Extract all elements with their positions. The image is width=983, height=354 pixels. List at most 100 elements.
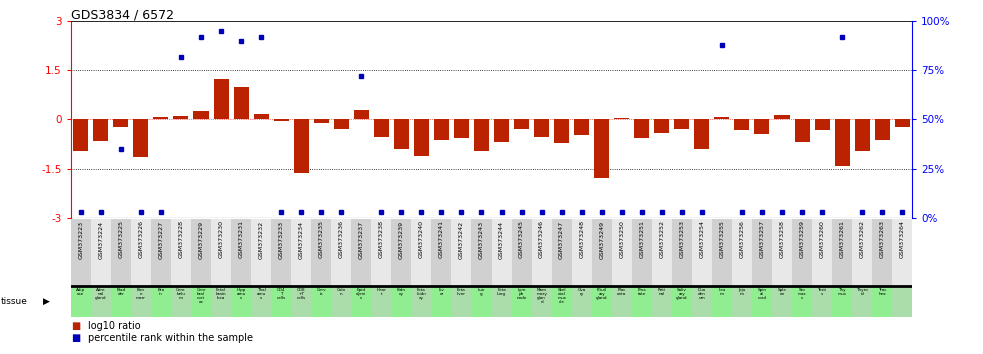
- Text: GSM373244: GSM373244: [499, 221, 504, 258]
- Bar: [251, 287, 271, 317]
- Bar: [312, 287, 331, 317]
- Text: GSM373224: GSM373224: [98, 221, 103, 258]
- Text: Testi
s: Testi s: [818, 287, 827, 296]
- Bar: [692, 287, 712, 317]
- Text: Sple
en: Sple en: [778, 287, 786, 296]
- Text: GSM373246: GSM373246: [539, 221, 544, 258]
- Text: GSM373250: GSM373250: [619, 221, 624, 258]
- Text: Thy
mus: Thy mus: [838, 287, 846, 296]
- Text: Spin
al
cord: Spin al cord: [758, 287, 767, 299]
- Bar: [171, 219, 191, 286]
- Bar: [151, 219, 171, 286]
- Text: GSM373238: GSM373238: [378, 221, 383, 258]
- Text: Cerv
ix: Cerv ix: [317, 287, 326, 296]
- Text: Saliv
ary
gland: Saliv ary gland: [676, 287, 687, 299]
- Bar: [312, 219, 331, 286]
- Bar: [852, 287, 872, 317]
- Text: Plac
enta: Plac enta: [617, 287, 626, 296]
- Text: ▶: ▶: [43, 297, 50, 306]
- Text: Cere
belu
m: Cere belu m: [176, 287, 186, 299]
- Text: Adre
nal
gland: Adre nal gland: [95, 287, 106, 299]
- Text: GSM373243: GSM373243: [479, 221, 484, 258]
- Bar: [231, 219, 251, 286]
- Bar: [451, 219, 472, 286]
- Text: GSM373259: GSM373259: [799, 221, 804, 258]
- Text: Mam
mary
glan
d: Mam mary glan d: [536, 287, 547, 304]
- Bar: [775, 115, 789, 119]
- Bar: [632, 219, 652, 286]
- Text: GSM373245: GSM373245: [519, 221, 524, 258]
- Bar: [772, 219, 792, 286]
- Text: Liv
er: Liv er: [438, 287, 444, 296]
- Text: Sto
mac
s: Sto mac s: [797, 287, 806, 299]
- Bar: [815, 119, 830, 130]
- Bar: [794, 119, 810, 142]
- Bar: [551, 219, 572, 286]
- Text: Pros
tate: Pros tate: [637, 287, 646, 296]
- Bar: [674, 119, 689, 129]
- Bar: [611, 287, 632, 317]
- Bar: [492, 287, 511, 317]
- Bar: [592, 287, 611, 317]
- Text: Fetal
brain
loca: Fetal brain loca: [215, 287, 226, 299]
- Bar: [372, 287, 391, 317]
- Text: GSM373227: GSM373227: [158, 221, 163, 258]
- Text: ■: ■: [71, 321, 80, 331]
- Bar: [572, 287, 592, 317]
- Bar: [732, 287, 752, 317]
- Bar: [472, 219, 492, 286]
- Bar: [351, 219, 372, 286]
- Text: GSM373236: GSM373236: [339, 221, 344, 258]
- Text: CD8
+T
cells: CD8 +T cells: [297, 287, 306, 299]
- Bar: [652, 219, 671, 286]
- Bar: [111, 287, 131, 317]
- Bar: [90, 287, 111, 317]
- Bar: [134, 119, 148, 157]
- Bar: [331, 219, 351, 286]
- Bar: [671, 287, 692, 317]
- Bar: [333, 119, 349, 129]
- Text: GSM373233: GSM373233: [278, 221, 284, 258]
- Text: Colo
n: Colo n: [337, 287, 346, 296]
- Bar: [251, 219, 271, 286]
- Bar: [755, 119, 770, 134]
- Bar: [812, 287, 832, 317]
- Text: GSM373261: GSM373261: [839, 221, 844, 258]
- Text: Thyro
id: Thyro id: [856, 287, 868, 296]
- Bar: [854, 119, 870, 150]
- Text: Blad
der: Blad der: [116, 287, 126, 296]
- Bar: [511, 287, 532, 317]
- Bar: [812, 219, 832, 286]
- Bar: [715, 117, 729, 119]
- Bar: [752, 287, 772, 317]
- Text: Bon
e
marr: Bon e marr: [136, 287, 145, 299]
- Bar: [893, 219, 912, 286]
- Bar: [291, 287, 312, 317]
- Text: GSM373237: GSM373237: [359, 221, 364, 258]
- Bar: [494, 119, 509, 142]
- Bar: [893, 287, 912, 317]
- Bar: [835, 119, 849, 166]
- Text: Kidn
ey: Kidn ey: [397, 287, 406, 296]
- Bar: [534, 119, 549, 137]
- Text: Reti
nal: Reti nal: [658, 287, 665, 296]
- Text: Lym
ph
node: Lym ph node: [516, 287, 527, 299]
- Bar: [832, 287, 852, 317]
- Bar: [394, 119, 409, 149]
- Bar: [234, 87, 249, 119]
- Text: GSM373263: GSM373263: [880, 221, 885, 258]
- Bar: [194, 111, 208, 119]
- Bar: [372, 219, 391, 286]
- Text: Thal
amu
s: Thal amu s: [257, 287, 265, 299]
- Bar: [752, 219, 772, 286]
- Bar: [173, 115, 189, 119]
- Bar: [151, 287, 171, 317]
- Bar: [254, 114, 268, 119]
- Text: GSM373255: GSM373255: [720, 221, 724, 258]
- Text: GSM373235: GSM373235: [318, 221, 323, 258]
- Bar: [71, 287, 90, 317]
- Bar: [273, 119, 289, 121]
- Bar: [594, 119, 609, 178]
- Text: Pituil
ary
gland: Pituil ary gland: [596, 287, 607, 299]
- Text: GSM373239: GSM373239: [399, 221, 404, 258]
